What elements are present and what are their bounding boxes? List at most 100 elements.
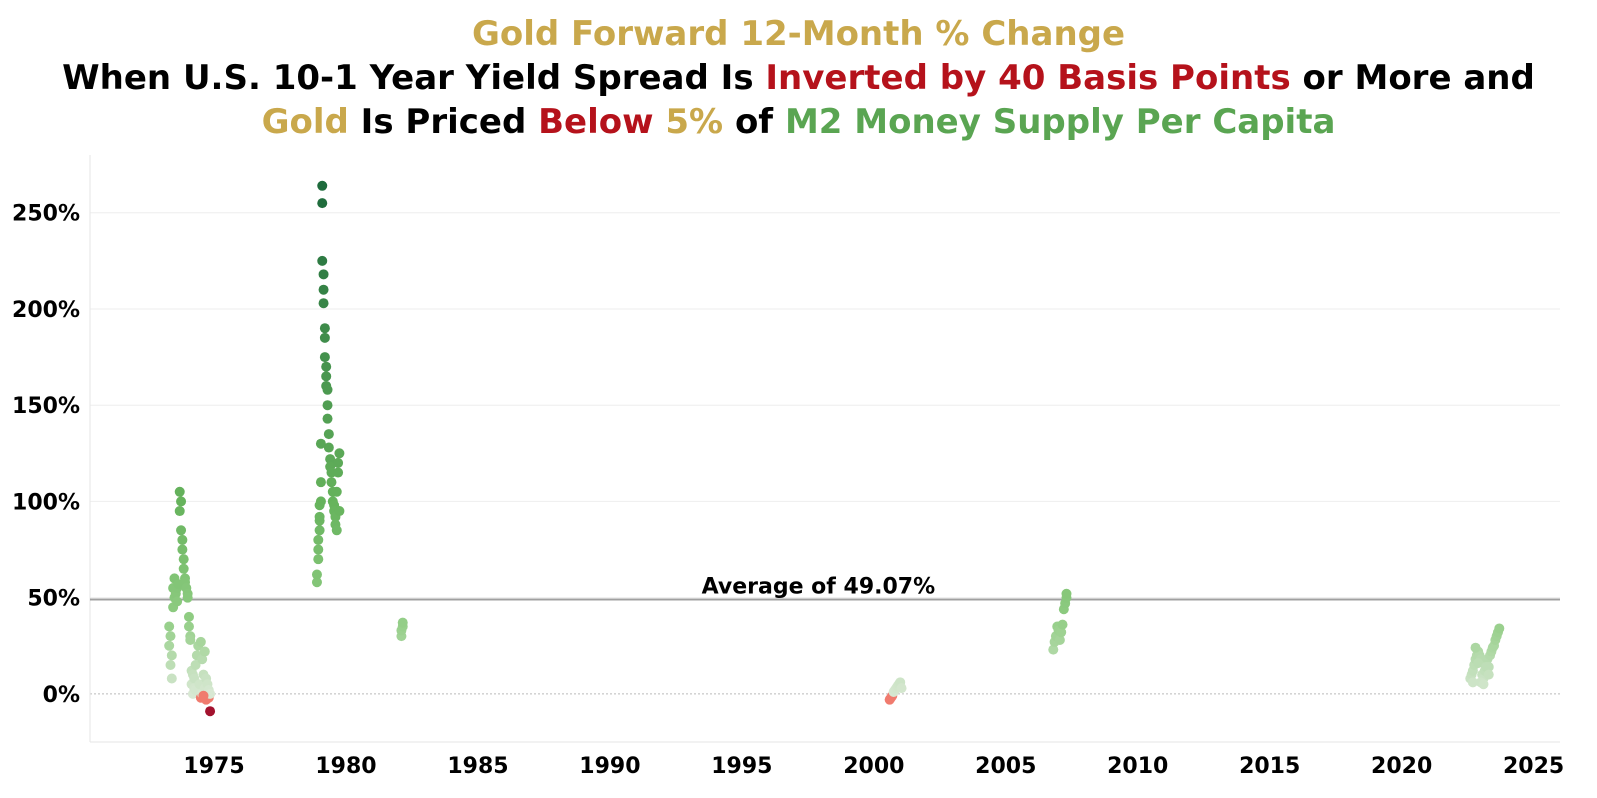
data-point: [198, 690, 209, 701]
data-point: [1470, 642, 1481, 653]
y-tick-label: 100%: [12, 490, 80, 515]
data-point: [317, 198, 328, 209]
data-point: [311, 577, 322, 588]
data-point: [319, 332, 330, 343]
x-tick-label: 2010: [1107, 754, 1168, 779]
data-point: [195, 636, 206, 647]
chart-title-block: Gold Forward 12-Month % Change When U.S.…: [0, 12, 1597, 144]
average-label: Average of 49.07%: [702, 574, 936, 599]
data-point: [319, 323, 330, 334]
average-line-group: Average of 49.07%: [90, 574, 1560, 601]
y-tick-label: 150%: [12, 394, 80, 419]
y-axis-tick-labels: 0% 50% 100% 150% 200% 250%: [12, 202, 80, 708]
data-point: [182, 592, 193, 603]
data-point: [325, 454, 336, 465]
title-segment: Gold: [261, 102, 349, 142]
x-tick-label: 2005: [975, 754, 1036, 779]
data-point: [177, 534, 188, 545]
title-segment: 5%: [653, 102, 724, 142]
data-point: [321, 371, 332, 382]
data-point: [318, 284, 329, 295]
data-point: [313, 544, 324, 555]
data-point: [334, 506, 345, 517]
y-tick-label: 250%: [12, 202, 80, 227]
data-point: [333, 457, 344, 468]
x-tick-label: 2015: [1239, 754, 1300, 779]
chart-subtitle-line-1: When U.S. 10-1 Year Yield Spread Is Inve…: [0, 56, 1597, 100]
x-tick-label: 1975: [183, 754, 244, 779]
data-point: [174, 506, 185, 517]
data-point: [318, 269, 329, 280]
data-point: [1483, 669, 1494, 680]
gridlines: [90, 212, 1560, 695]
data-point: [313, 534, 324, 545]
data-point: [183, 621, 194, 632]
data-point: [1481, 661, 1492, 672]
data-point: [321, 361, 332, 372]
title-segment: Below: [538, 102, 654, 142]
title-segment: or More and: [1290, 58, 1535, 98]
data-point: [1494, 623, 1505, 634]
data-point: [896, 683, 907, 694]
data-point: [333, 467, 344, 478]
data-point: [164, 621, 175, 632]
data-point: [1061, 588, 1072, 599]
chart-subtitle-line-2: Gold Is Priced Below 5% of M2 Money Supp…: [0, 100, 1597, 144]
title-segment: Is Priced: [348, 102, 539, 142]
y-tick-label: 200%: [12, 298, 80, 323]
data-point: [176, 496, 187, 507]
x-tick-label: 2000: [843, 754, 904, 779]
data-point: [166, 650, 177, 661]
data-point: [178, 563, 189, 574]
data-point: [317, 255, 328, 266]
data-point: [331, 486, 342, 497]
data-point: [315, 438, 326, 449]
data-point: [314, 511, 325, 522]
data-point: [315, 496, 326, 507]
data-point: [199, 646, 210, 657]
data-point: [166, 673, 177, 684]
data-point: [1467, 677, 1478, 688]
data-point: [197, 654, 208, 665]
x-tick-label: 1995: [711, 754, 772, 779]
y-tick-label: 50%: [27, 587, 80, 612]
data-point: [323, 442, 334, 453]
data-point: [319, 352, 330, 363]
data-point: [1048, 644, 1059, 655]
data-point: [323, 429, 334, 440]
title-segment: M2 Money Supply Per Capita: [784, 102, 1336, 142]
data-point: [318, 298, 329, 309]
data-point: [177, 544, 188, 555]
data-point: [190, 660, 201, 671]
data-point: [1478, 679, 1489, 690]
data-point: [1057, 619, 1068, 630]
data-point: [322, 384, 333, 395]
data-point: [178, 554, 189, 565]
title-segment: When U.S. 10-1 Year Yield Spread Is: [62, 58, 766, 98]
x-tick-label: 2025: [1503, 754, 1564, 779]
x-tick-label: 1985: [447, 754, 508, 779]
data-point: [205, 706, 216, 717]
data-point: [1056, 627, 1067, 638]
data-point: [322, 400, 333, 411]
data-point: [311, 569, 322, 580]
data-point: [165, 660, 176, 671]
data-points: [164, 180, 1505, 717]
data-point: [397, 617, 408, 628]
data-point: [183, 611, 194, 622]
data-point: [331, 525, 342, 536]
data-point: [334, 448, 345, 459]
data-point: [315, 477, 326, 488]
title-segment: of: [723, 102, 785, 142]
data-point: [174, 486, 185, 497]
data-point: [317, 180, 328, 191]
data-point: [1473, 658, 1484, 669]
data-point: [326, 477, 337, 488]
x-tick-label: 1990: [579, 754, 640, 779]
data-point: [172, 596, 183, 607]
chart-title: Gold Forward 12-Month % Change: [471, 14, 1126, 54]
title-segment: Inverted by 40 Basis Points: [765, 58, 1291, 98]
data-point: [313, 554, 324, 565]
data-point: [185, 634, 196, 645]
